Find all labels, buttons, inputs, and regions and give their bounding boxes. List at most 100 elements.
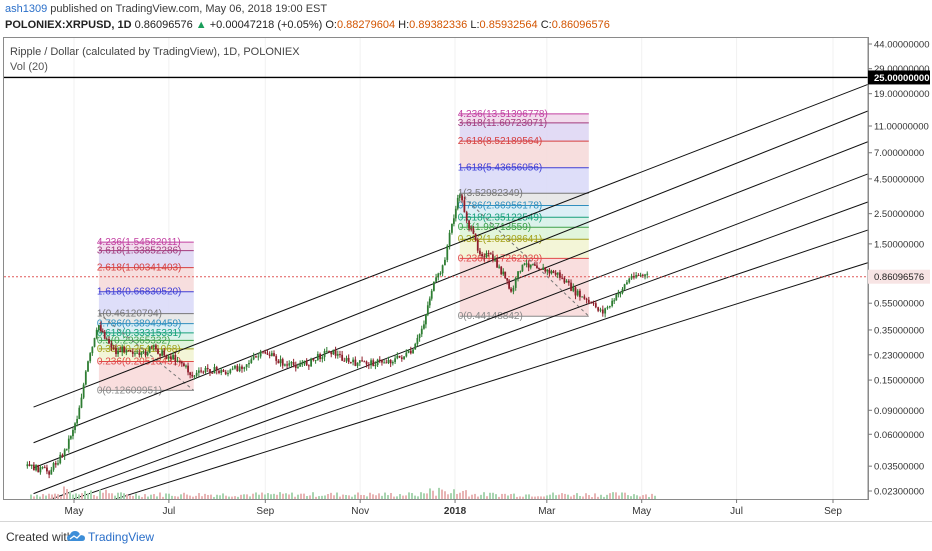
volume-bar (438, 487, 440, 499)
volume-bar (216, 494, 218, 499)
candle-body (574, 287, 577, 296)
volume-bar (468, 496, 470, 499)
volume-bar (354, 494, 356, 499)
candle-body (169, 356, 172, 359)
channel-line (33, 141, 868, 469)
candle-body (365, 361, 368, 365)
candle-body (619, 292, 622, 294)
volume-bar (225, 495, 227, 499)
candle-body (370, 360, 372, 366)
candle-body (189, 372, 192, 375)
candle-body (234, 365, 236, 369)
candle-body (59, 454, 62, 464)
candle-body (349, 362, 352, 364)
volume-bar (93, 494, 95, 499)
volume-bar (414, 495, 416, 499)
candle-body (321, 357, 324, 360)
fib-zone (459, 122, 589, 142)
candle-body (54, 463, 57, 465)
volume-bar (450, 493, 452, 499)
candle-body (284, 364, 286, 366)
author-link[interactable]: ash1309 (5, 3, 48, 15)
volume-bar (243, 494, 245, 499)
volume-bar (546, 495, 548, 499)
volume-bar (276, 494, 278, 499)
candle-body (519, 271, 522, 273)
candle-body (268, 354, 271, 356)
candle-body (430, 290, 433, 299)
fib-zone (459, 167, 589, 194)
fib-zone (98, 291, 194, 314)
created-with-text: Created with (6, 530, 74, 544)
volume-bar (231, 496, 233, 499)
fib-level-label: 3.618(11.60723071) (458, 118, 547, 129)
volume-bar (207, 494, 209, 499)
candle-body (626, 282, 628, 285)
fib-zone (459, 258, 589, 317)
x-tick-label: May (632, 506, 651, 517)
volume-bar (45, 495, 47, 499)
candle-body (32, 464, 35, 471)
tradingview-link[interactable]: TradingView (88, 530, 155, 544)
volume-bar (219, 495, 221, 499)
candle-body (259, 351, 262, 357)
candle-body (544, 267, 547, 272)
candle-body (552, 271, 555, 273)
volume-bar (654, 495, 656, 499)
candle-body (458, 195, 461, 198)
candle-body (26, 464, 29, 467)
volume-bar (135, 493, 137, 499)
high-value: 0.89382336 (409, 19, 468, 31)
volume-bar (579, 495, 581, 499)
y-tick-label: 0.09000000 (874, 406, 924, 417)
candle-body (67, 438, 70, 449)
candle-body (502, 271, 505, 275)
volume-bar (417, 496, 419, 499)
volume-bar (432, 490, 434, 499)
candle-body (556, 272, 559, 275)
volume-bar (297, 494, 299, 499)
candle-body (639, 274, 642, 276)
candle-body (43, 467, 46, 469)
y-tick-label: 7.00000000 (874, 148, 924, 159)
y-tick-label: 0.06000000 (874, 430, 924, 441)
volume-bar (279, 492, 281, 499)
candle-body (76, 419, 79, 424)
fib-level-label: 0.618(0.33315331) (97, 328, 182, 339)
volume-bar (222, 493, 224, 499)
volume-bar (132, 495, 134, 499)
volume-bar (372, 494, 374, 499)
y-tick-label: 0.15000000 (874, 376, 924, 387)
candle-body (394, 358, 396, 363)
volume-bar (192, 496, 194, 499)
candle-body (89, 353, 92, 362)
candle-body (521, 264, 524, 272)
channel-line (33, 110, 868, 444)
volume-bar (435, 495, 437, 499)
tradingview-cloud-icon[interactable] (66, 529, 86, 543)
volume-bar (549, 494, 551, 499)
candle-body (565, 280, 568, 283)
candle-body (548, 269, 551, 274)
volume-bar (567, 494, 569, 499)
candle-body (307, 365, 310, 367)
channel-line (113, 262, 868, 499)
volume-bar (66, 489, 68, 499)
volume-bar (324, 495, 326, 499)
low-label: L: (470, 19, 480, 31)
candle-body (99, 325, 102, 331)
fib-zone (459, 113, 589, 123)
candle-body (200, 370, 202, 372)
candle-body (195, 372, 198, 376)
volume-bar (84, 490, 86, 499)
candle-body (37, 464, 40, 473)
volume-bar (171, 495, 173, 499)
volume-bar (294, 496, 296, 499)
candle-body (510, 288, 512, 292)
fib-level-label: 0.786(0.38949459) (97, 319, 182, 330)
volume-bar (369, 492, 371, 499)
volume-bar (444, 491, 446, 499)
candle-body (129, 350, 132, 352)
fib-level-label: 0.382(0.25411068) (97, 344, 181, 355)
